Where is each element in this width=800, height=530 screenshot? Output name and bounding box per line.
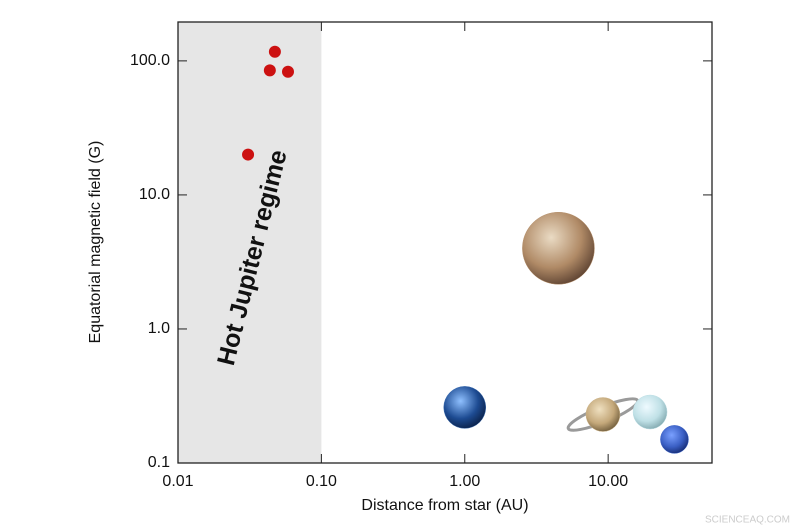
plot-frame [177,21,713,464]
y-tick-label: 100.0 [130,52,170,69]
planet [660,425,689,454]
point [263,64,276,77]
planet [585,397,621,432]
planet [632,394,668,430]
x-tick-label: 0.10 [306,473,337,490]
watermark: SCIENCEAQ.COM [705,515,790,526]
shaded-region [178,22,322,463]
y-axis-label: Equatorial magnetic field (G) [87,141,104,344]
x-tick-label: 10.00 [588,473,628,490]
planet [443,386,487,429]
point [268,45,281,58]
point [281,65,294,78]
x-axis-label: Distance from star (AU) [361,497,528,514]
point [242,148,255,161]
x-tick-label: 1.00 [449,473,480,490]
y-tick-label: 10.0 [139,186,170,203]
x-tick-label: 0.01 [162,473,193,490]
y-tick-label: 0.1 [148,454,170,471]
planet [522,212,595,285]
y-tick-label: 1.0 [148,320,170,337]
